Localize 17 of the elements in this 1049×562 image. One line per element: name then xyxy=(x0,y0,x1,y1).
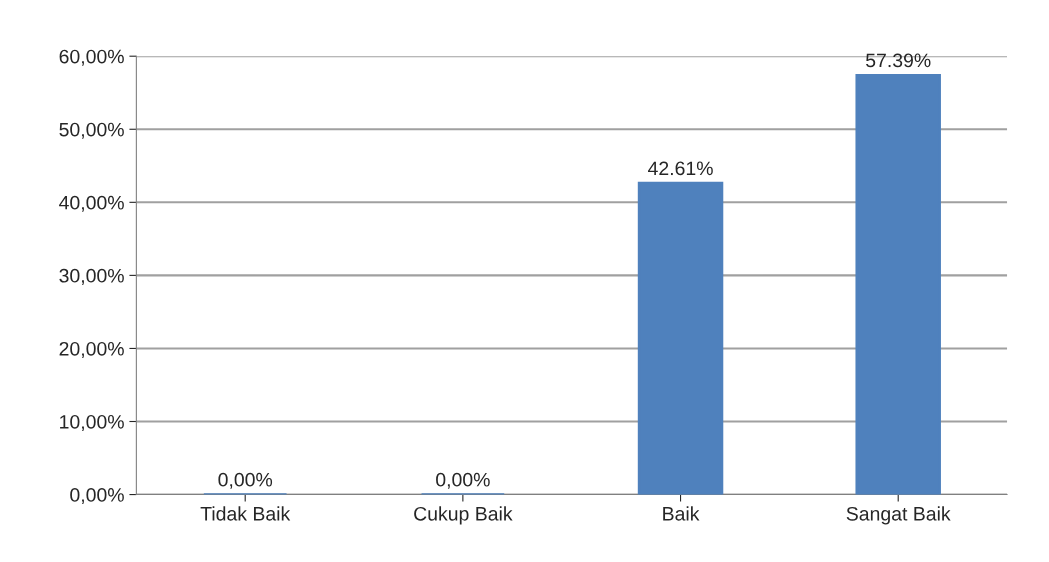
data-label: 42.61% xyxy=(648,161,713,176)
x-tick-label: Cukup Baik xyxy=(414,506,513,525)
x-tick-label: Sangat Baik xyxy=(846,506,951,525)
bar xyxy=(855,73,941,495)
y-tick-label: 10,00% xyxy=(60,414,124,432)
x-tick-label: Baik xyxy=(663,506,700,521)
y-tick-label: 0,00% xyxy=(70,488,124,505)
y-tick-label: 30,00% xyxy=(59,268,124,285)
data-label: 57.39% xyxy=(866,53,931,68)
data-label: 0,00% xyxy=(218,472,273,489)
x-tick-label: Tidak Baik xyxy=(200,506,291,521)
y-tick-label: 50,00% xyxy=(59,122,124,139)
y-tick-label: 40,00% xyxy=(59,195,124,212)
y-tick-label: 20,00% xyxy=(59,341,124,358)
y-tick-label: 60,00% xyxy=(59,49,124,66)
bar xyxy=(637,181,724,495)
data-label: 0,00% xyxy=(436,472,490,489)
